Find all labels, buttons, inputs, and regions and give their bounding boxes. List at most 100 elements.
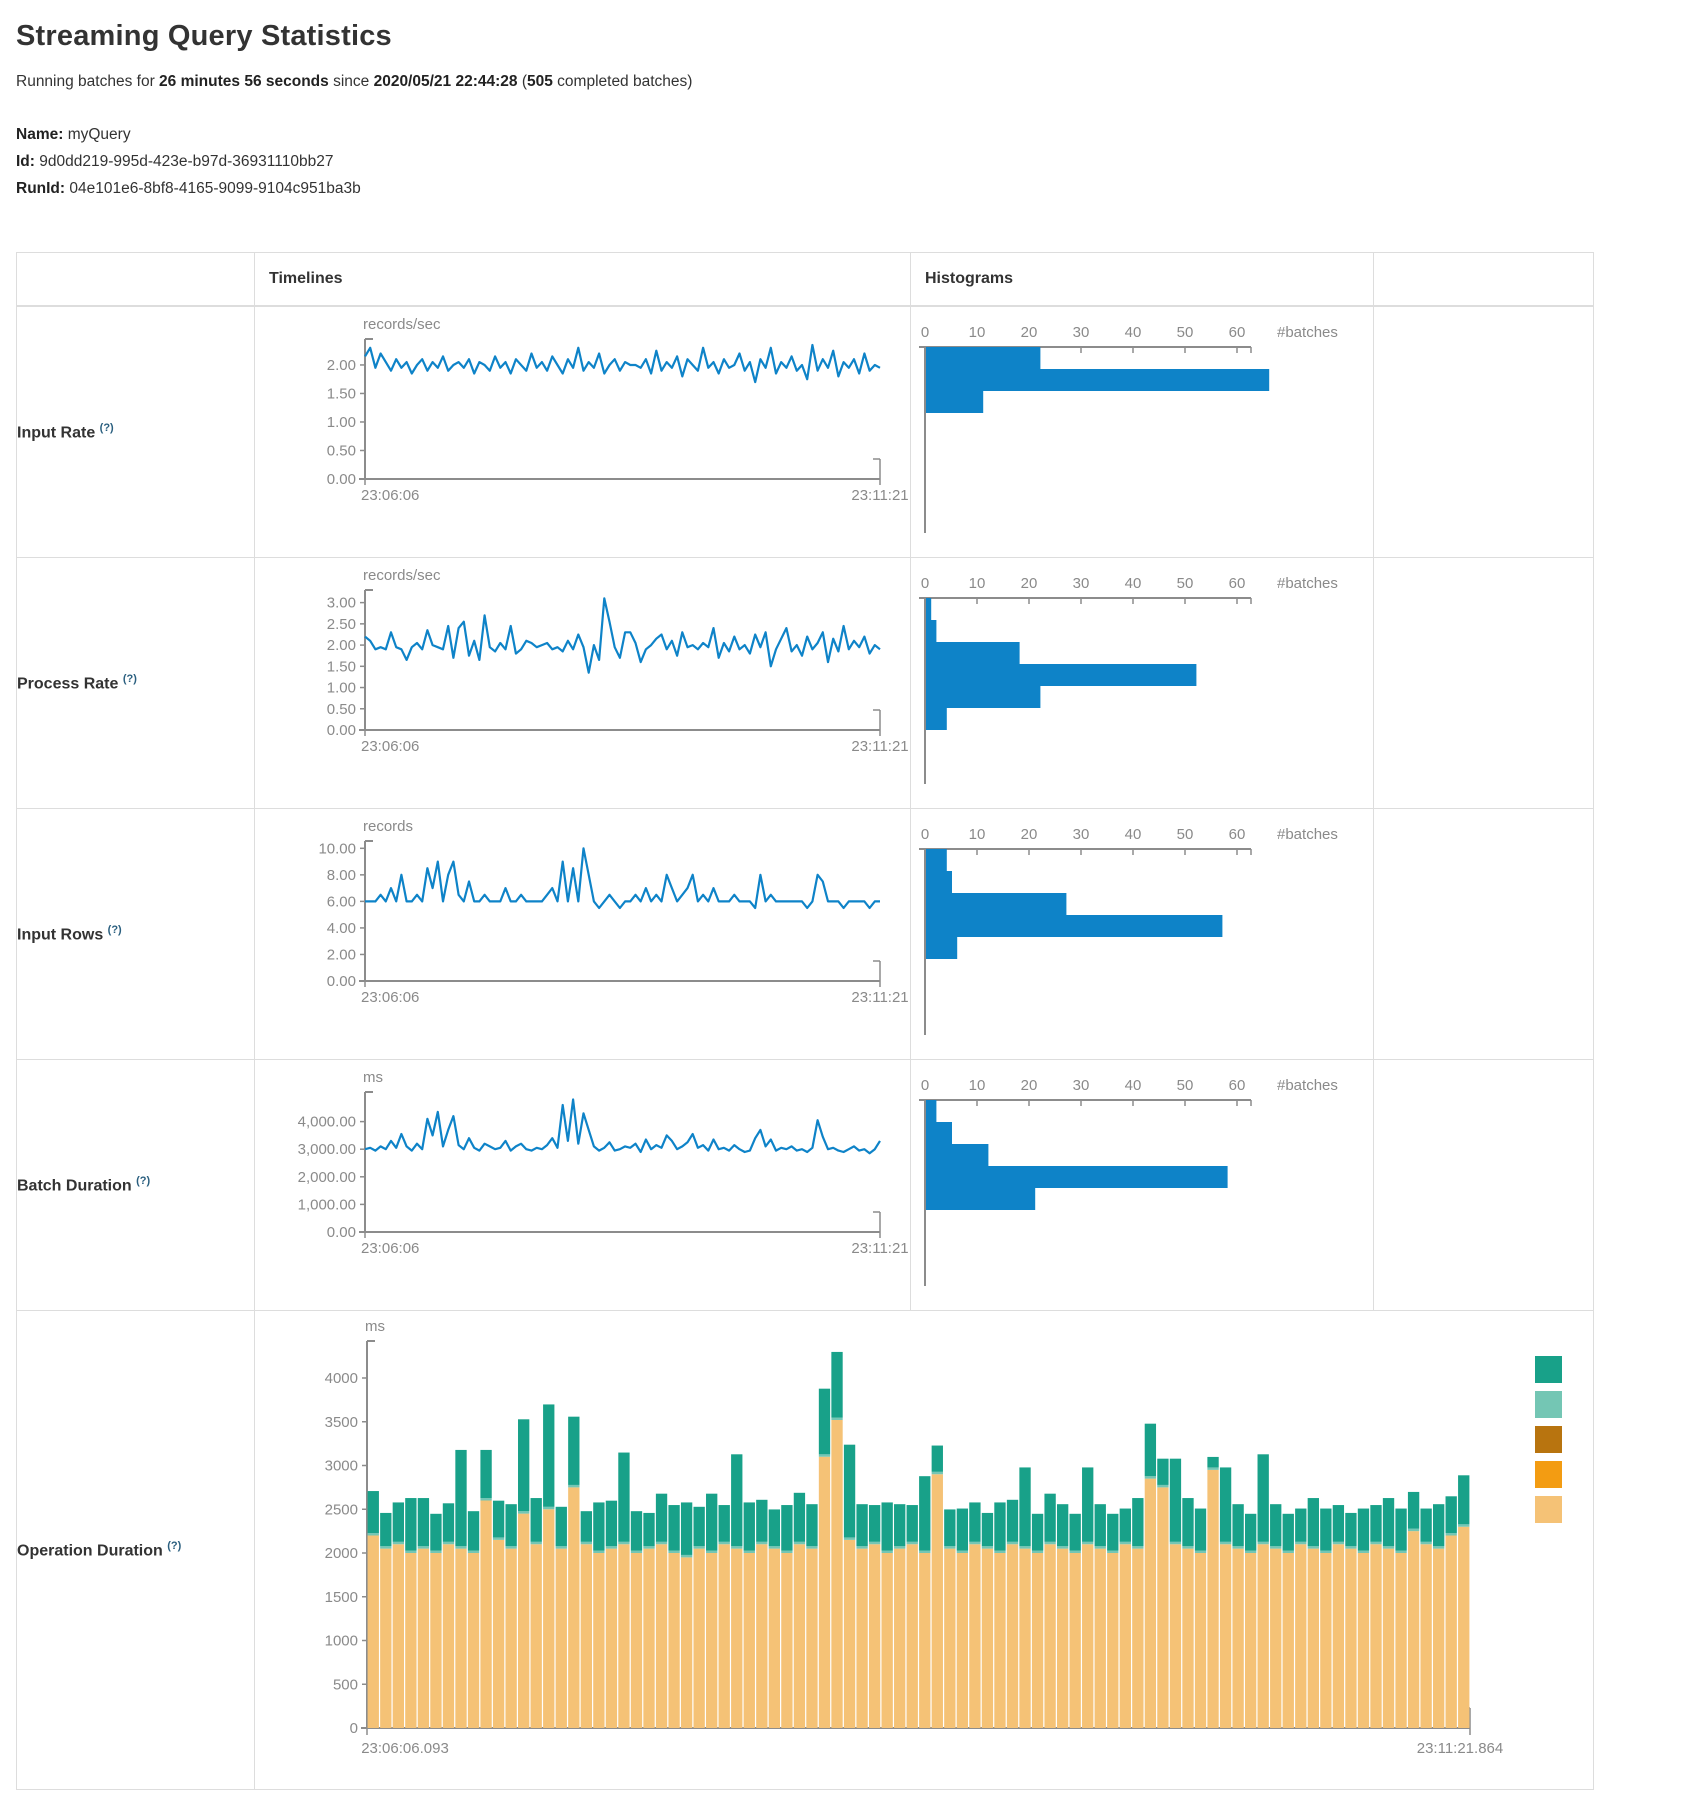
svg-text:2.00: 2.00 (327, 946, 356, 963)
svg-text:30: 30 (1073, 324, 1090, 341)
svg-text:2.00: 2.00 (327, 357, 356, 374)
help-hint-icon[interactable]: (?) (107, 923, 122, 936)
metric-label-input-rate: Input Rate (?) (16, 305, 255, 558)
input-rate-histogram-chart: 0 10 20 30 40 50 60 #batches (919, 324, 1338, 533)
empty-column-header (1373, 252, 1594, 307)
empty-cell (1373, 1059, 1594, 1311)
svg-text:4.00: 4.00 (327, 920, 356, 937)
svg-text:20: 20 (1021, 826, 1038, 843)
svg-text:23:11:21.864: 23:11:21.864 (1417, 1740, 1503, 1757)
summary-prefix: Running batches for (16, 73, 160, 90)
svg-text:ms: ms (363, 1069, 383, 1086)
svg-text:#batches: #batches (1277, 1077, 1338, 1094)
statistics-table: Timelines Histograms Input Rate (?) reco… (16, 252, 1594, 1790)
svg-text:23:11:21: 23:11:21 (851, 1240, 908, 1257)
empty-cell (1373, 557, 1594, 809)
timelines-column-header: Timelines (254, 252, 911, 307)
process-rate-histogram-cell: 0 10 20 30 40 50 60 #batches (910, 557, 1374, 809)
table-row: Input Rows (?) records 0.00 2.00 4.00 6.00 8.… (16, 808, 1594, 1060)
svg-text:50: 50 (1177, 575, 1194, 592)
svg-text:3,000.00: 3,000.00 (298, 1141, 356, 1158)
svg-text:1,000.00: 1,000.00 (298, 1196, 356, 1213)
svg-text:0: 0 (921, 324, 929, 341)
svg-text:0.00: 0.00 (327, 1224, 356, 1241)
svg-text:2,000.00: 2,000.00 (298, 1169, 356, 1186)
svg-text:23:11:21: 23:11:21 (851, 487, 908, 504)
process-rate-histogram-chart: 0 10 20 30 40 50 60 #batches (919, 575, 1338, 784)
svg-text:30: 30 (1073, 575, 1090, 592)
svg-text:0.50: 0.50 (327, 701, 356, 718)
table-row: Input Rate (?) records/sec 0.00 0.50 1.00 1.… (16, 305, 1594, 558)
query-metadata: Name: myQuery Id: 9d0dd219-995d-423e-b97… (16, 121, 1677, 202)
svg-text:0: 0 (921, 826, 929, 843)
query-runid-line: RunId: 04e101e6-8bf8-4165-9099-9104c951b… (16, 175, 1677, 202)
metric-label-input-rows: Input Rows (?) (16, 808, 255, 1060)
metric-label-batch-duration: Batch Duration (?) (16, 1059, 255, 1311)
table-header-row: Timelines Histograms (16, 252, 1594, 307)
svg-text:10: 10 (969, 826, 986, 843)
svg-text:40: 40 (1125, 324, 1142, 341)
name-label: Name: (16, 126, 64, 143)
svg-text:0.00: 0.00 (327, 722, 356, 739)
input-rows-timeline-chart: records 0.00 2.00 4.00 6.00 8.00 10.00 23:06:06… (318, 818, 908, 1006)
start-timestamp: 2020/05/21 22:44:28 (373, 73, 518, 90)
svg-text:1.00: 1.00 (327, 414, 356, 431)
process-rate-timeline-cell: records/sec 0.00 0.50 1.00 1.50 2.00 2.50 3.00 2… (254, 557, 911, 809)
help-hint-icon[interactable]: (?) (167, 1539, 182, 1552)
svg-text:50: 50 (1177, 324, 1194, 341)
running-duration: 26 minutes 56 seconds (159, 73, 329, 90)
table-row: Process Rate (?) records/sec 0.00 0.50 1.00… (16, 557, 1594, 809)
svg-text:1000: 1000 (325, 1633, 358, 1650)
metric-label-operation-duration: Operation Duration (?) (16, 1310, 255, 1790)
svg-text:1.50: 1.50 (327, 385, 356, 402)
batch-duration-timeline-cell: ms 0.00 1,000.00 2,000.00 3,000.00 4,000.00 23… (254, 1059, 911, 1311)
metric-column-header (16, 252, 255, 307)
empty-cell (1373, 305, 1594, 558)
svg-text:1.50: 1.50 (327, 658, 356, 675)
histograms-column-header: Histograms (910, 252, 1374, 307)
input-rows-histogram-chart: 0 10 20 30 40 50 60 #batches (919, 826, 1338, 1035)
svg-text:60: 60 (1229, 826, 1246, 843)
svg-text:50: 50 (1177, 1077, 1194, 1094)
query-id-line: Id: 9d0dd219-995d-423e-b97d-36931110bb27 (16, 148, 1677, 175)
query-name-line: Name: myQuery (16, 121, 1677, 148)
svg-text:0.00: 0.00 (327, 973, 356, 990)
completed-batches-count: 505 (526, 73, 553, 90)
svg-text:3000: 3000 (325, 1458, 358, 1475)
empty-cell (1373, 808, 1594, 1060)
svg-text:0: 0 (350, 1720, 358, 1737)
page-title: Streaming Query Statistics (16, 20, 392, 52)
svg-text:records/sec: records/sec (363, 316, 441, 333)
input-rate-timeline-chart: records/sec 0.00 0.50 1.00 1.50 2.00 23:06:06 2… (327, 316, 909, 504)
metric-label-process-rate: Process Rate (?) (16, 557, 255, 809)
svg-text:records/sec: records/sec (363, 567, 441, 584)
svg-text:#batches: #batches (1277, 324, 1338, 341)
svg-text:6.00: 6.00 (327, 893, 356, 910)
help-hint-icon[interactable]: (?) (136, 1174, 151, 1187)
svg-text:23:06:06: 23:06:06 (361, 738, 419, 755)
help-hint-icon[interactable]: (?) (122, 672, 137, 685)
svg-text:20: 20 (1021, 575, 1038, 592)
svg-text:10: 10 (969, 575, 986, 592)
svg-text:23:06:06: 23:06:06 (361, 989, 419, 1006)
input-rate-timeline-cell: records/sec 0.00 0.50 1.00 1.50 2.00 23:06:06 2… (254, 305, 911, 558)
svg-text:0: 0 (921, 575, 929, 592)
svg-text:23:06:06: 23:06:06 (361, 487, 419, 504)
svg-text:50: 50 (1177, 826, 1194, 843)
svg-text:23:11:21: 23:11:21 (851, 989, 908, 1006)
svg-text:10: 10 (969, 1077, 986, 1094)
input-rows-histogram-cell: 0 10 20 30 40 50 60 #batches (910, 808, 1374, 1060)
svg-text:60: 60 (1229, 575, 1246, 592)
svg-text:ms: ms (365, 1318, 385, 1335)
input-rows-timeline-cell: records 0.00 2.00 4.00 6.00 8.00 10.00 23:06:06… (254, 808, 911, 1060)
svg-text:20: 20 (1021, 324, 1038, 341)
summary-mid: since (328, 73, 374, 90)
help-hint-icon[interactable]: (?) (99, 421, 114, 434)
runid-value: 04e101e6-8bf8-4165-9099-9104c951ba3b (69, 180, 361, 197)
table-row: Operation Duration (?) ms 0 500 1000 1500 200… (16, 1310, 1594, 1790)
svg-text:0.00: 0.00 (327, 471, 356, 488)
input-rate-histogram-cell: 0 10 20 30 40 50 60 #batches (910, 305, 1374, 558)
svg-text:23:06:06.093: 23:06:06.093 (361, 1740, 449, 1757)
batch-duration-histogram-chart: 0 10 20 30 40 50 60 #batches (919, 1077, 1338, 1286)
